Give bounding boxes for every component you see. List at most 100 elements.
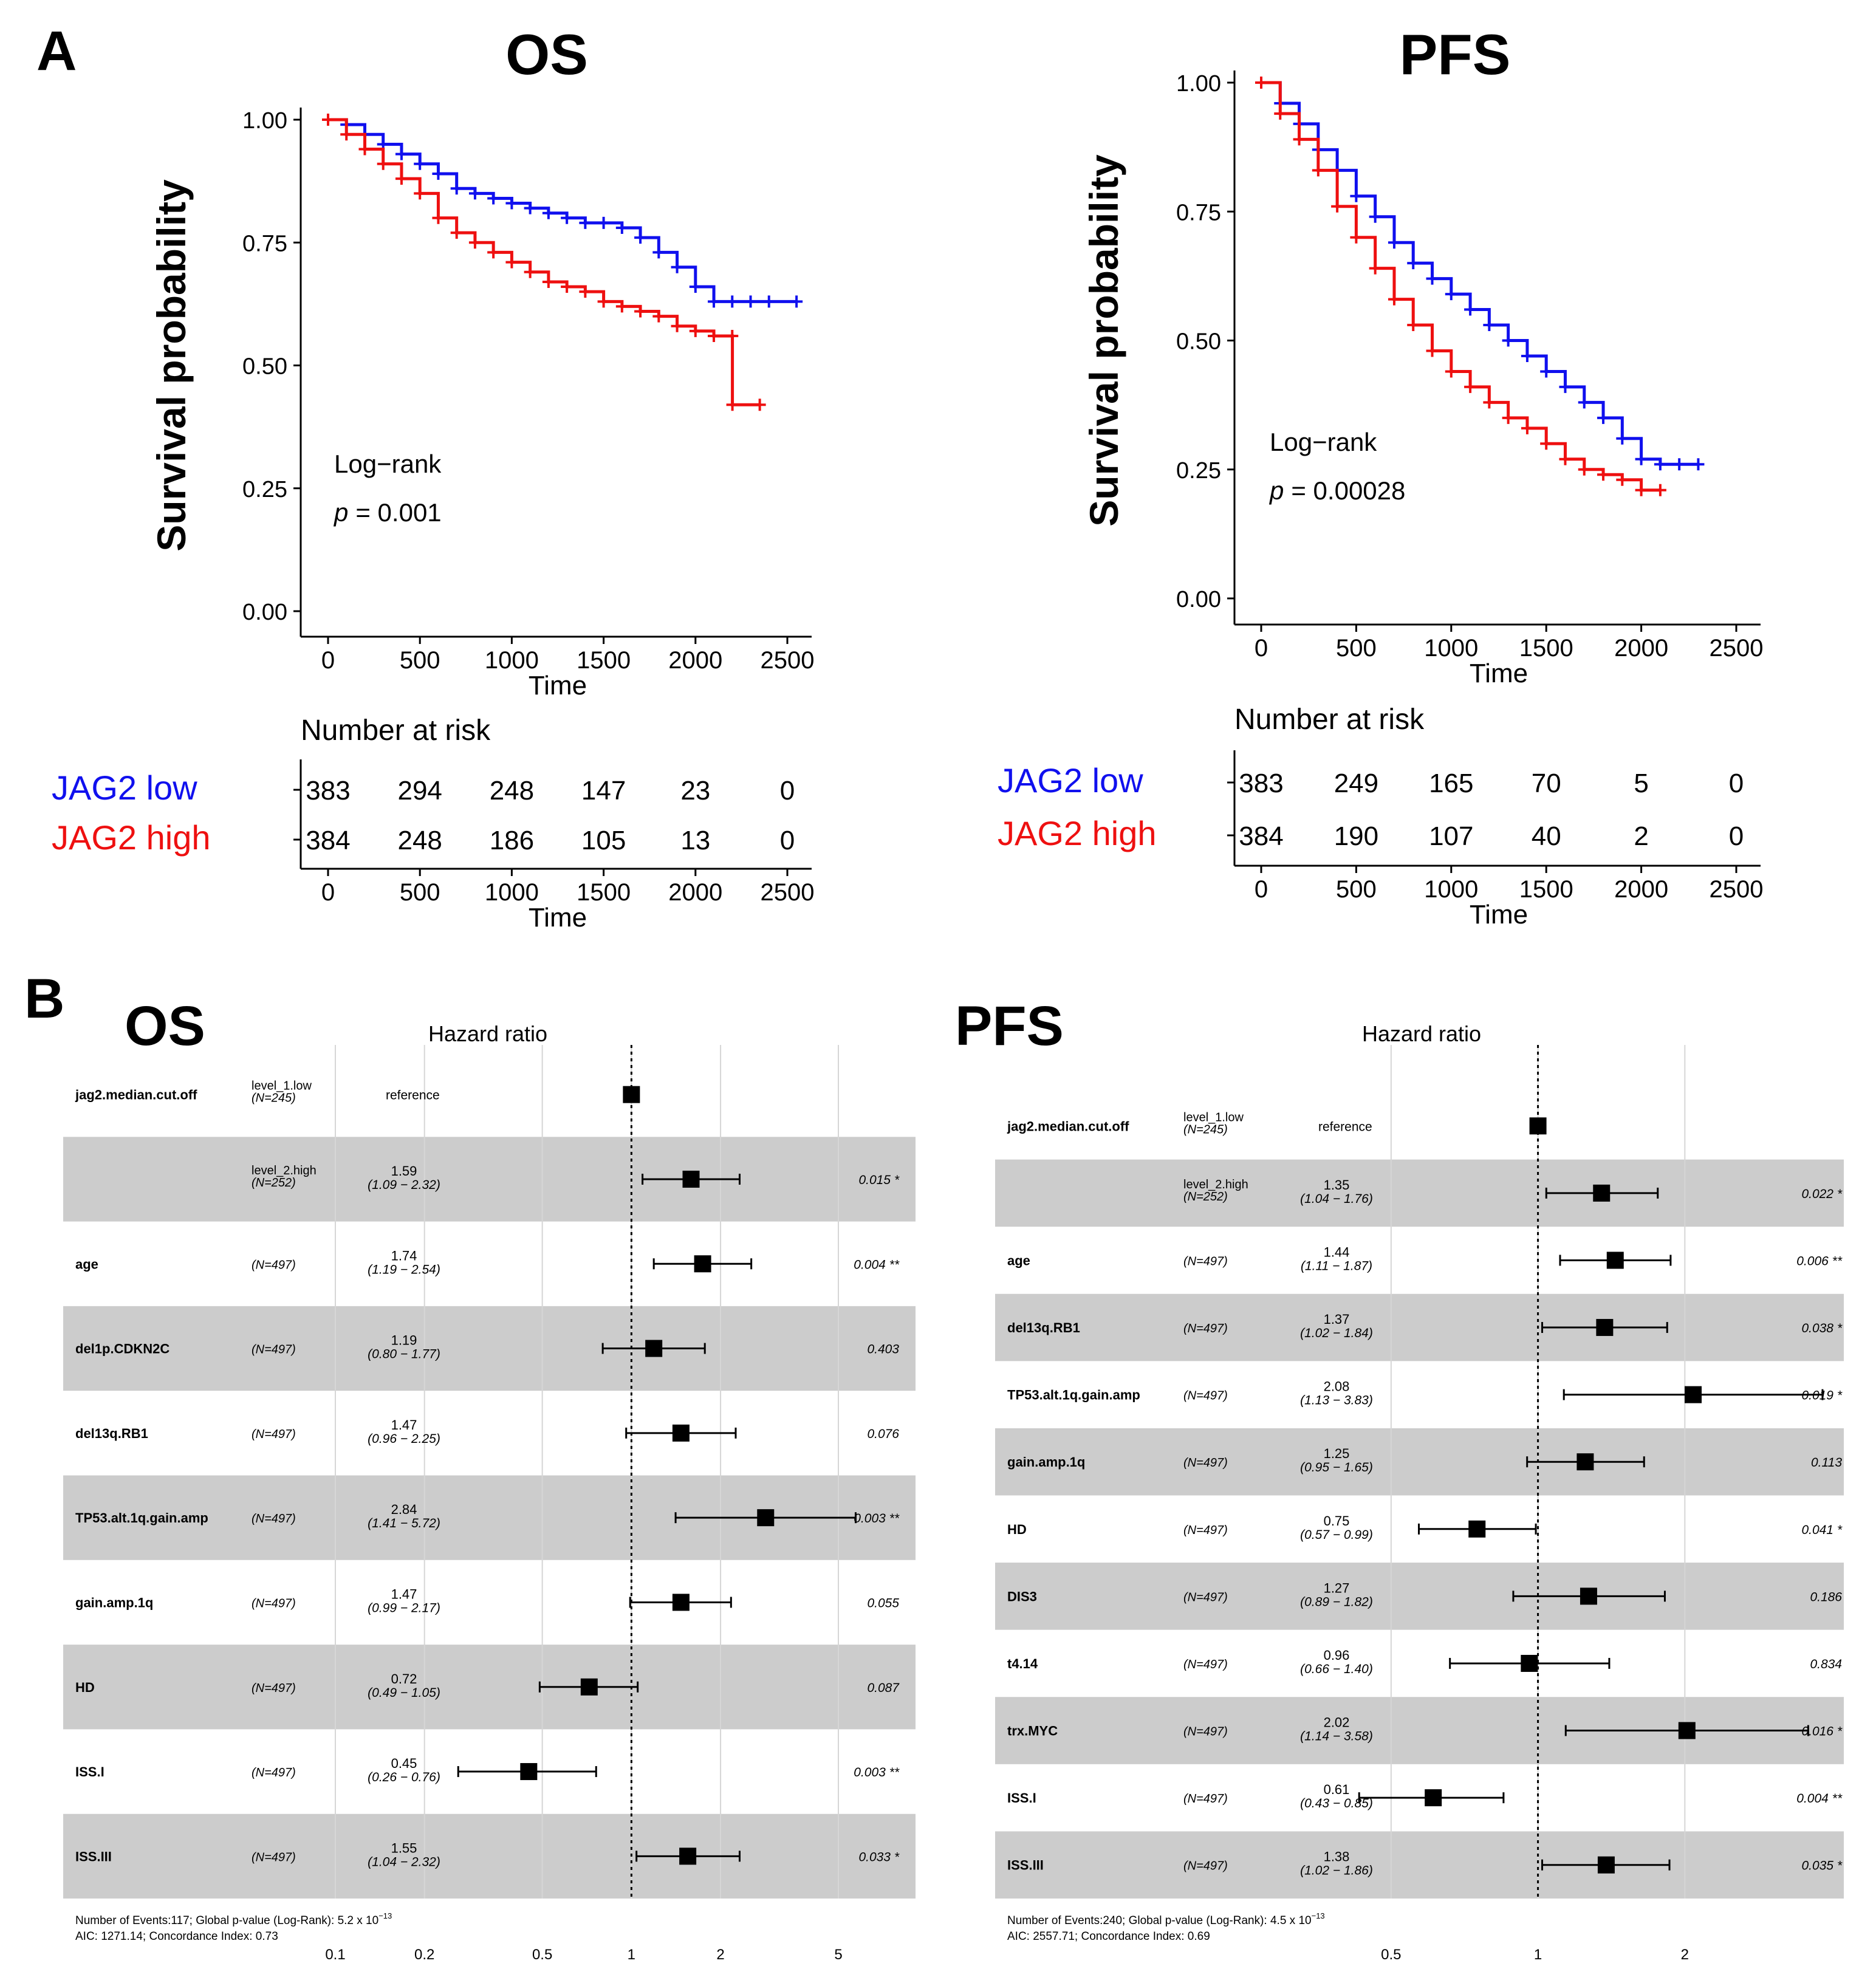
- risk-count: 294: [397, 776, 442, 806]
- censor-mark: [1578, 463, 1590, 476]
- x-tick-label: 0.1: [325, 1947, 345, 1963]
- p-symbol: p: [1268, 476, 1284, 505]
- row-hr: 0.96: [1324, 1648, 1350, 1663]
- y-tick-label: 0.00: [242, 600, 287, 625]
- censor-mark: [432, 211, 445, 224]
- censor-mark: [1578, 396, 1590, 409]
- row-ci: (0.89 − 1.82): [1300, 1595, 1373, 1609]
- hr-marker: [1685, 1386, 1702, 1403]
- footer-events: Number of Events:117; Global p-value (Lo…: [75, 1911, 392, 1927]
- row-p-value: 0.186: [1810, 1590, 1842, 1604]
- row-ci: (1.02 − 1.84): [1300, 1326, 1373, 1340]
- censor-mark: [561, 211, 573, 224]
- chart-title: PFS: [955, 995, 1064, 1057]
- risk-table-title: Number at risk: [301, 714, 491, 747]
- censor-mark: [615, 221, 628, 234]
- censor-mark: [762, 295, 775, 308]
- censor-mark: [340, 128, 353, 141]
- censor-mark: [1616, 432, 1629, 445]
- risk-count: 147: [581, 776, 626, 806]
- row-n: (N=252): [252, 1176, 296, 1190]
- risk-count: 2: [1634, 821, 1648, 851]
- row-ci: (0.66 − 1.40): [1300, 1662, 1373, 1676]
- row-p-value: 0.113: [1811, 1456, 1842, 1470]
- row-variable: trx.MYC: [1007, 1724, 1058, 1739]
- row-variable: gain.amp.1q: [75, 1595, 153, 1610]
- risk-x-tick-label: 500: [400, 879, 440, 906]
- x-tick-label: 2500: [761, 647, 815, 674]
- censor-mark: [1502, 334, 1515, 347]
- risk-x-tick-label: 0: [1255, 876, 1268, 903]
- risk-count: 186: [490, 826, 534, 855]
- footer-events-text: Number of Events:117; Global p-value (Lo…: [75, 1914, 378, 1927]
- x-tick-label: 2: [1681, 1947, 1689, 1963]
- row-n: (N=497): [252, 1851, 296, 1864]
- row-n: (N=497): [1183, 1658, 1228, 1671]
- row-n: (N=497): [1183, 1792, 1228, 1806]
- censor-mark: [1521, 349, 1533, 362]
- row-n: (N=497): [252, 1343, 296, 1357]
- censor-mark: [579, 286, 592, 298]
- censor-mark: [1293, 133, 1306, 146]
- censor-mark: [1654, 458, 1666, 471]
- hr-marker: [623, 1086, 640, 1103]
- censor-mark: [1616, 473, 1629, 486]
- y-tick-label: 0.00: [1176, 587, 1221, 612]
- censor-mark: [1502, 411, 1515, 424]
- row-p-value: 0.403: [867, 1343, 899, 1357]
- row-ci: (0.26 − 0.76): [368, 1770, 440, 1784]
- hr-marker: [520, 1763, 538, 1781]
- row-p-value: 0.016 *: [1801, 1725, 1842, 1739]
- censor-mark: [468, 236, 481, 249]
- risk-x-axis-title: Time: [1470, 900, 1528, 930]
- row-variable: del1p.CDKN2C: [75, 1341, 169, 1357]
- y-tick-label: 0.25: [1176, 458, 1221, 484]
- row-ci: (0.49 − 1.05): [368, 1686, 440, 1700]
- censor-mark: [1445, 365, 1457, 378]
- row-p-value: 0.003 **: [854, 1512, 900, 1526]
- footer-aic: AIC: 2557.71; Concordance Index: 0.69: [1007, 1930, 1210, 1943]
- row-p-value: 0.019 *: [1801, 1389, 1842, 1403]
- row-p-value: 0.004 **: [854, 1258, 900, 1272]
- censor-mark: [1597, 468, 1610, 481]
- footer-events-text: Number of Events:240; Global p-value (Lo…: [1007, 1914, 1312, 1927]
- censor-mark: [1426, 272, 1439, 285]
- footer-events: Number of Events:240; Global p-value (Lo…: [1007, 1911, 1325, 1927]
- row-n: (N=497): [1183, 1255, 1228, 1268]
- p-value-text: p = 0.001: [333, 498, 442, 527]
- censor-mark: [1521, 422, 1533, 434]
- y-tick-label: 1.00: [242, 108, 287, 134]
- x-tick-label: 1000: [485, 647, 539, 674]
- censor-mark: [524, 202, 536, 214]
- panel-label-a: A: [36, 20, 77, 82]
- row-hr: 1.19: [391, 1333, 417, 1348]
- footer-exponent: −13: [1312, 1911, 1325, 1920]
- censor-mark: [689, 324, 702, 337]
- censor-mark: [615, 300, 628, 313]
- censor-mark: [1654, 484, 1666, 496]
- censor-mark: [1388, 293, 1400, 306]
- censor-mark: [1483, 319, 1496, 332]
- x-tick-label: 2000: [1614, 635, 1668, 662]
- censor-mark: [358, 143, 371, 156]
- row-variable: age: [75, 1256, 98, 1272]
- censor-mark: [634, 231, 647, 244]
- x-tick-label: 5: [834, 1947, 842, 1963]
- row-n: (N=497): [1183, 1591, 1228, 1604]
- chart-title: OS: [505, 22, 588, 86]
- censor-mark: [414, 187, 426, 200]
- row-level: level_1.low: [1183, 1111, 1244, 1124]
- censor-mark: [505, 197, 518, 210]
- risk-x-tick-label: 2500: [1710, 876, 1764, 903]
- row-hr: 2.02: [1324, 1715, 1350, 1730]
- row-hr: 0.45: [391, 1756, 417, 1771]
- risk-row-label-low: JAG2 low: [52, 769, 197, 807]
- risk-count: 0: [1729, 821, 1744, 851]
- row-n: (N=497): [252, 1512, 296, 1526]
- censor-mark: [597, 216, 610, 229]
- row-p-value: 0.038 *: [1801, 1321, 1842, 1335]
- row-p-value: 0.004 **: [1796, 1792, 1843, 1806]
- censor-mark: [708, 295, 721, 308]
- row-n: (N=497): [1183, 1389, 1228, 1403]
- censor-mark: [1369, 262, 1381, 275]
